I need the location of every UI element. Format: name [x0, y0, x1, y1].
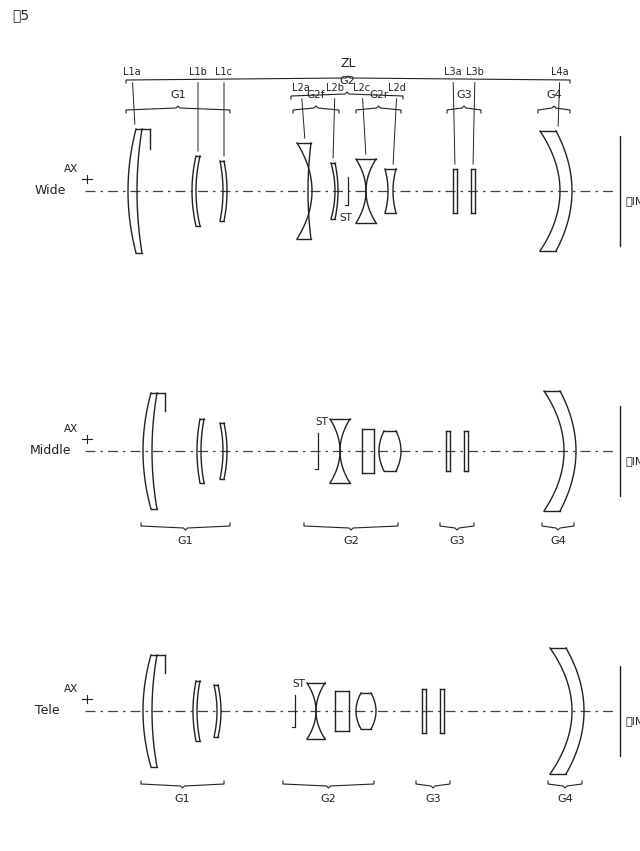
Text: AX: AX: [64, 164, 78, 174]
Text: G2: G2: [321, 794, 337, 804]
Text: G2r: G2r: [369, 90, 388, 100]
Text: G2: G2: [339, 76, 355, 86]
Text: G1: G1: [178, 536, 193, 546]
Text: ST: ST: [340, 213, 353, 223]
Text: L1a: L1a: [123, 67, 141, 124]
Text: AX: AX: [64, 424, 78, 434]
Text: Wide: Wide: [35, 185, 67, 197]
Text: L4a: L4a: [551, 67, 569, 126]
Text: L3b: L3b: [466, 67, 484, 164]
Text: ～IM: ～IM: [625, 456, 640, 466]
Text: ST: ST: [292, 679, 305, 689]
Text: ZL: ZL: [340, 57, 356, 70]
Text: Tele: Tele: [35, 705, 60, 717]
Text: L2c: L2c: [353, 83, 371, 154]
Text: G4: G4: [550, 536, 566, 546]
Text: ～IM: ～IM: [625, 716, 640, 726]
Text: G3: G3: [449, 536, 465, 546]
Text: G3: G3: [425, 794, 441, 804]
Text: G4: G4: [557, 794, 573, 804]
Text: L2b: L2b: [326, 83, 344, 158]
Text: Middle: Middle: [30, 444, 72, 458]
Text: AX: AX: [64, 684, 78, 694]
Text: 図5: 図5: [12, 8, 29, 22]
Text: G2f: G2f: [307, 90, 325, 100]
Text: L1c: L1c: [216, 67, 232, 157]
Text: G1: G1: [175, 794, 190, 804]
Text: L2d: L2d: [388, 83, 406, 164]
Text: L3a: L3a: [444, 67, 462, 164]
Text: G4: G4: [546, 90, 562, 100]
Text: L1b: L1b: [189, 67, 207, 151]
Text: G3: G3: [456, 90, 472, 100]
Text: G1: G1: [170, 90, 186, 100]
Text: ～IM: ～IM: [625, 196, 640, 206]
Text: L2a: L2a: [292, 83, 310, 138]
Text: ST: ST: [316, 417, 328, 427]
Text: G2: G2: [343, 536, 359, 546]
